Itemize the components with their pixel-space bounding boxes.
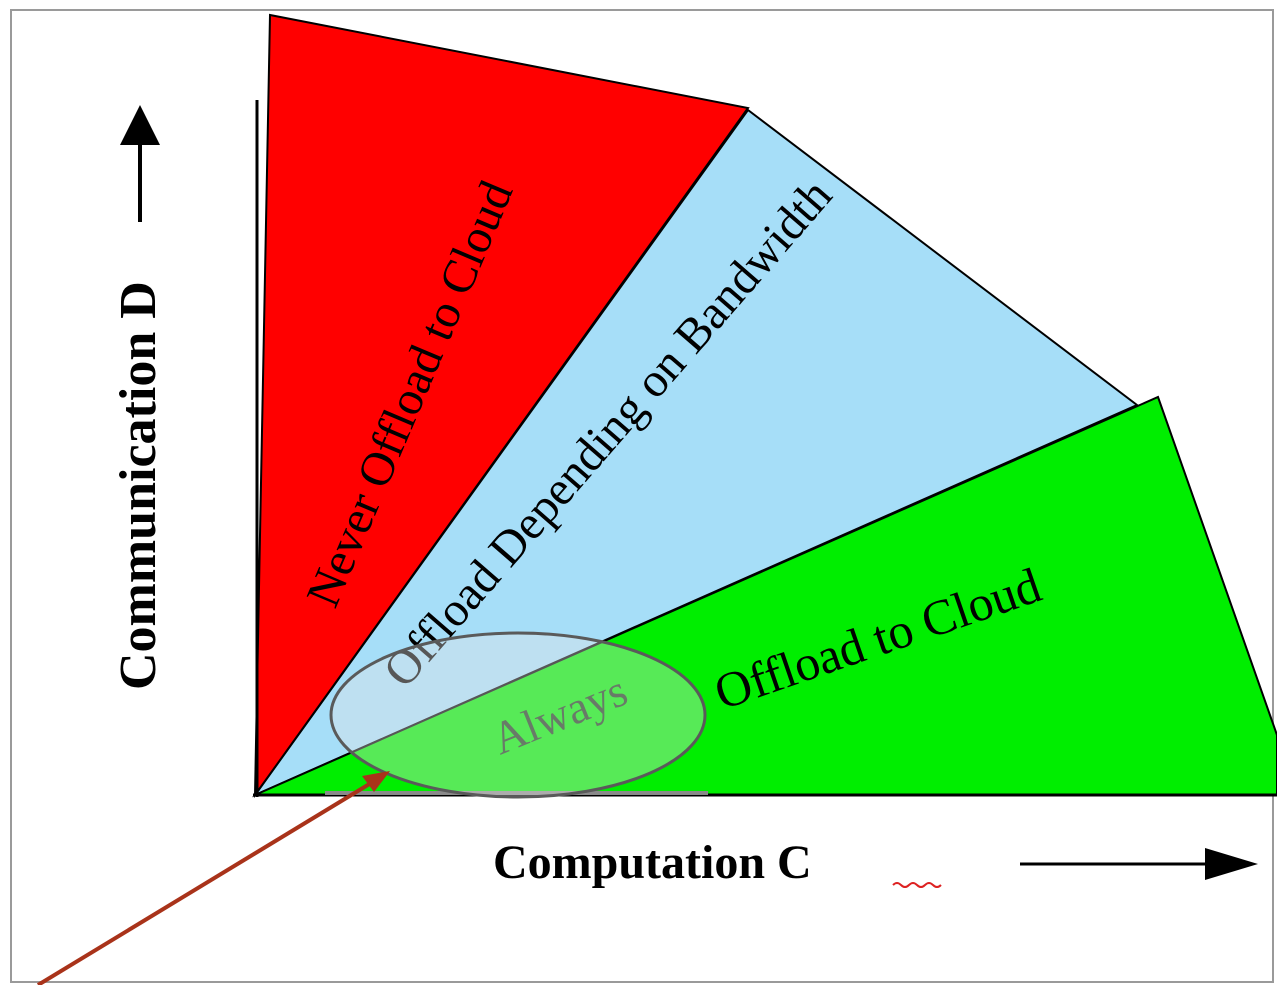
annotation-arrow [36, 778, 378, 987]
y-axis-label: Communication D [110, 281, 167, 690]
x-axis-label: Computation C [493, 836, 812, 889]
highlight-ellipse [329, 631, 707, 799]
region-never [253, 13, 750, 799]
x-axis-arrow-head [1205, 848, 1258, 880]
y-axis-arrow-head [120, 105, 160, 145]
spellcheck-squiggle [892, 882, 942, 888]
annotation-arrow-head [362, 771, 390, 792]
